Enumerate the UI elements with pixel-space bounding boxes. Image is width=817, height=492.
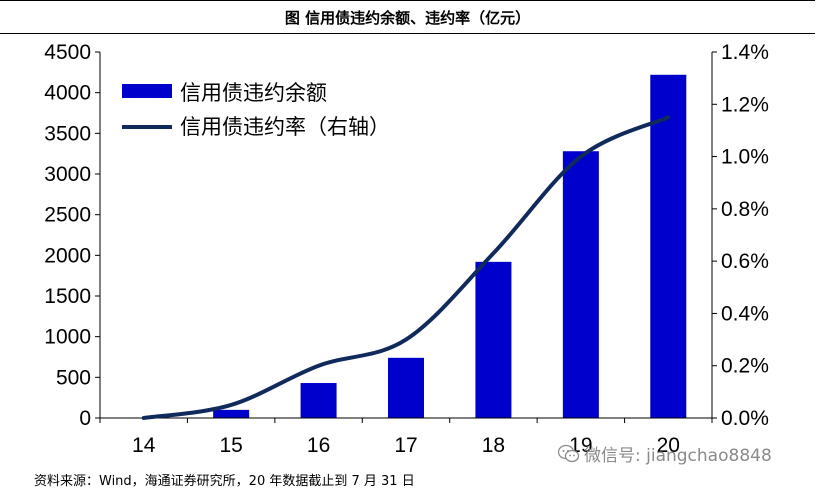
- bar-17: [388, 357, 424, 418]
- bar-15: [213, 409, 250, 418]
- left-tick-label: 2500: [44, 204, 91, 227]
- x-tick-label-20: 20: [657, 434, 680, 457]
- x-tick-label-14: 14: [132, 434, 156, 457]
- right-tick-label: 1.2%: [721, 93, 769, 116]
- legend-bar-swatch: [122, 84, 172, 98]
- bar-19: [562, 151, 599, 418]
- left-tick-label: 2000: [44, 244, 91, 267]
- watermark-text: 微信号: jiangchao8848: [584, 446, 772, 466]
- wechat-icon: [558, 444, 580, 462]
- right-tick-label: 0.4%: [721, 302, 769, 325]
- left-tick-label: 1500: [44, 285, 91, 308]
- left-tick-label: 4000: [44, 82, 91, 105]
- left-tick-label: 0: [79, 407, 91, 430]
- right-tick-label: 0.8%: [721, 198, 769, 221]
- bar-18: [475, 261, 512, 418]
- right-tick-label: 1.0%: [721, 146, 769, 169]
- source-note: 资料来源：Wind，海通证券研究所，20 年数据截止到 7 月 31 日: [34, 474, 415, 489]
- bar-16: [300, 383, 337, 418]
- chart-title: 图 信用债违约余额、违约率（亿元）: [0, 0, 815, 34]
- legend-bar-label: 信用债违约余额: [180, 81, 327, 105]
- left-tick-label: 1000: [44, 326, 91, 349]
- x-tick-label-18: 18: [482, 434, 505, 457]
- watermark: 微信号: jiangchao8848: [558, 441, 772, 466]
- left-tick-label: 4500: [44, 41, 91, 64]
- left-tick-label: 3000: [44, 163, 91, 186]
- left-tick-label: 3500: [44, 122, 91, 145]
- x-tick-label-16: 16: [307, 434, 330, 457]
- bar-20: [650, 74, 687, 419]
- x-tick-label-17: 17: [394, 434, 417, 457]
- left-tick-label: 500: [56, 366, 91, 389]
- legend-line-label: 信用债违约率（右轴）: [180, 115, 390, 139]
- x-tick-label-15: 15: [219, 434, 242, 457]
- right-tick-label: 1.4%: [721, 41, 769, 64]
- right-tick-label: 0.2%: [721, 355, 769, 378]
- right-tick-label: 0.6%: [721, 250, 769, 273]
- right-tick-label: 0.0%: [721, 407, 769, 430]
